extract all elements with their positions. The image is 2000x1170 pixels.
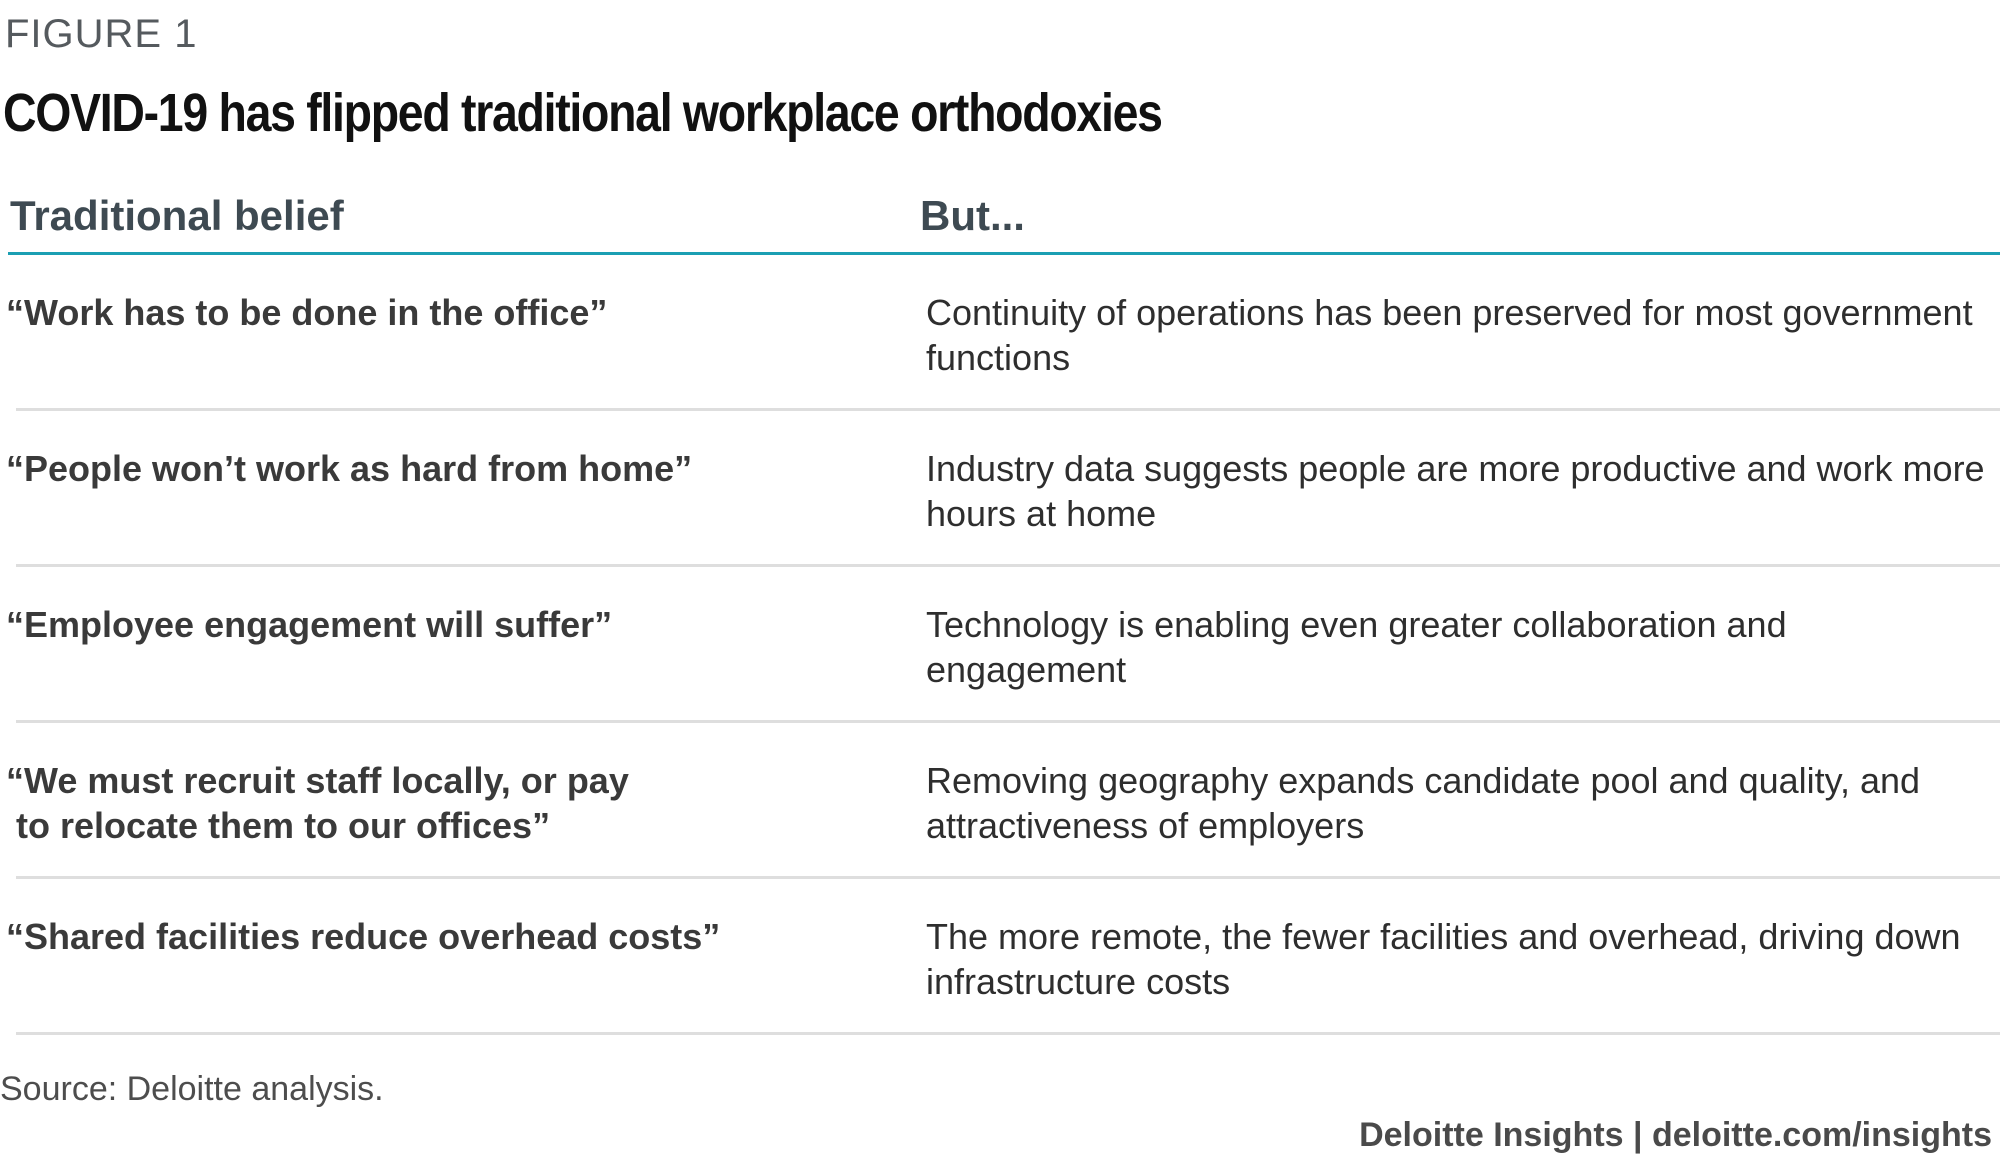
but-cell: Continuity of operations has been preser… [926, 292, 1973, 378]
belief-cell: “Shared facilities reduce overhead costs… [6, 916, 721, 957]
belief-cell: “People won’t work as hard from home” [6, 448, 693, 489]
table-header: Traditional belief But... [8, 184, 2000, 255]
table-row: “Work has to be done in the office” Cont… [6, 255, 2000, 411]
table-row: “Shared facilities reduce overhead costs… [6, 879, 2000, 1035]
but-cell: The more remote, the fewer facilities an… [926, 916, 1961, 1002]
source-note: Source: Deloitte analysis. [0, 1070, 384, 1108]
brand-footer: Deloitte Insights | deloitte.com/insight… [1359, 1116, 1992, 1154]
but-cell: Industry data suggests people are more p… [926, 448, 1985, 534]
table-row: “Employee engagement will suffer” Techno… [6, 567, 2000, 723]
figure-title: COVID-19 has flipped traditional workpla… [3, 83, 1163, 143]
orthodoxies-table: Traditional belief But... “Work has to b… [0, 184, 2000, 1035]
belief-cell: “Work has to be done in the office” [6, 292, 608, 333]
belief-cell: “Employee engagement will suffer” [6, 604, 613, 645]
belief-cell: “We must recruit staff locally, or pay t… [6, 760, 629, 846]
header-traditional-belief: Traditional belief [10, 192, 344, 239]
but-cell: Removing geography expands candidate poo… [926, 760, 1921, 846]
header-but: But... [920, 192, 1025, 239]
figure-label: FIGURE 1 [5, 12, 198, 56]
table-row: “We must recruit staff locally, or pay t… [6, 723, 2000, 879]
table-row: “People won’t work as hard from home” In… [6, 411, 2000, 567]
but-cell: Technology is enabling even greater coll… [926, 604, 1787, 690]
